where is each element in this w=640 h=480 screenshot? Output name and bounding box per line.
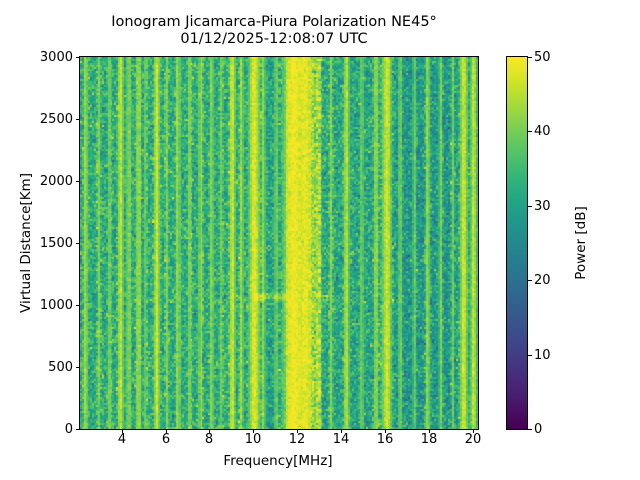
colorbar-tick-label: 50 bbox=[534, 50, 551, 65]
colorbar-tick-label: 20 bbox=[534, 273, 551, 288]
y-tick-label: 3000 bbox=[39, 50, 73, 65]
y-axis-label: Virtual Distance[Km] bbox=[18, 173, 34, 313]
x-tick-label: 6 bbox=[161, 432, 171, 447]
x-tick-label: 20 bbox=[464, 432, 482, 447]
colorbar-gradient bbox=[507, 57, 527, 429]
x-tick-mark bbox=[341, 429, 342, 433]
ionogram-heatmap bbox=[80, 57, 478, 429]
x-tick-label: 14 bbox=[332, 432, 350, 447]
x-tick-label: 8 bbox=[204, 432, 214, 447]
x-tick-label: 18 bbox=[420, 432, 438, 447]
ionogram-plot-area bbox=[79, 56, 479, 430]
x-tick-mark bbox=[209, 429, 210, 433]
y-tick-mark bbox=[76, 429, 80, 430]
colorbar-tick-label: 30 bbox=[534, 199, 551, 214]
figure-title: Ionogram Jicamarca-Piura Polarization NE… bbox=[0, 14, 548, 48]
colorbar bbox=[506, 56, 528, 430]
y-tick-label: 1000 bbox=[39, 298, 73, 313]
colorbar-tick-mark bbox=[528, 57, 532, 58]
y-tick-mark bbox=[76, 57, 80, 58]
colorbar-tick-mark bbox=[528, 131, 532, 132]
y-tick-mark bbox=[76, 305, 80, 306]
title-line-2: 01/12/2025-12:08:07 UTC bbox=[180, 31, 368, 47]
y-tick-mark bbox=[76, 243, 80, 244]
y-tick-label: 0 bbox=[64, 422, 73, 437]
colorbar-tick-label: 10 bbox=[534, 348, 551, 363]
colorbar-tick-label: 40 bbox=[534, 124, 551, 139]
x-tick-mark bbox=[385, 429, 386, 433]
x-tick-mark bbox=[429, 429, 430, 433]
colorbar-tick-label: 0 bbox=[534, 422, 543, 437]
x-tick-mark bbox=[253, 429, 254, 433]
x-tick-label: 4 bbox=[117, 432, 127, 447]
y-tick-label: 2000 bbox=[39, 174, 73, 189]
colorbar-tick-mark bbox=[528, 280, 532, 281]
colorbar-tick-mark bbox=[528, 429, 532, 430]
x-axis-label: Frequency[MHz] bbox=[223, 453, 333, 469]
y-tick-label: 2500 bbox=[39, 112, 73, 127]
y-tick-mark bbox=[76, 119, 80, 120]
title-line-1: Ionogram Jicamarca-Piura Polarization NE… bbox=[111, 14, 437, 30]
y-tick-mark bbox=[76, 367, 80, 368]
x-tick-label: 10 bbox=[244, 432, 262, 447]
y-tick-label: 500 bbox=[48, 360, 73, 375]
colorbar-tick-mark bbox=[528, 355, 532, 356]
x-tick-label: 12 bbox=[288, 432, 306, 447]
y-tick-mark bbox=[76, 181, 80, 182]
x-tick-label: 16 bbox=[376, 432, 394, 447]
x-tick-mark bbox=[166, 429, 167, 433]
y-tick-label: 1500 bbox=[39, 236, 73, 251]
x-tick-mark bbox=[473, 429, 474, 433]
x-tick-mark bbox=[297, 429, 298, 433]
colorbar-tick-mark bbox=[528, 206, 532, 207]
colorbar-label: Power [dB] bbox=[573, 206, 589, 280]
x-tick-mark bbox=[122, 429, 123, 433]
